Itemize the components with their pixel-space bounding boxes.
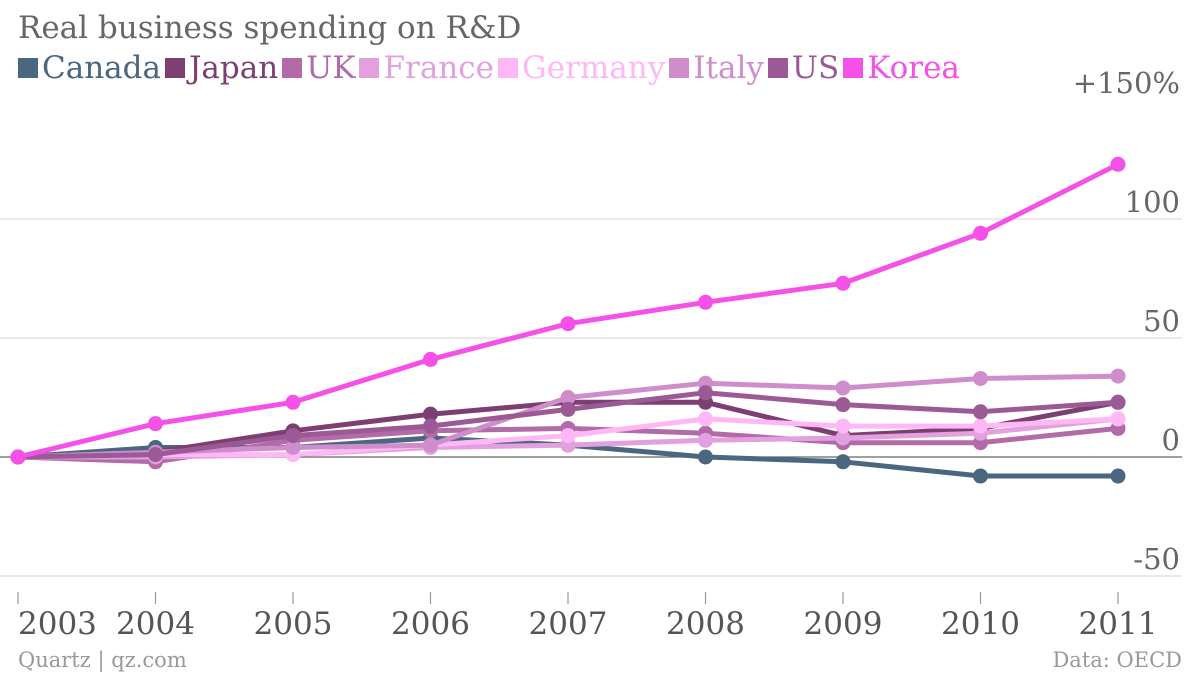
y-tick-label: +150% (1073, 66, 1180, 100)
data-point-us (285, 428, 301, 444)
x-tick-label: 2003 (18, 606, 97, 642)
data-point-italy (423, 437, 438, 453)
data-point-korea (835, 275, 851, 291)
data-point-germany (698, 411, 713, 427)
x-tick-label: 2007 (529, 606, 608, 642)
legend-item-italy: Italy (669, 50, 764, 86)
data-point-korea (698, 294, 713, 310)
legend-label: Japan (188, 50, 279, 86)
y-tick-label: 50 (1143, 304, 1180, 338)
y-tick-label: 100 (1125, 185, 1180, 219)
series-korea (10, 156, 1126, 465)
data-point-germany (560, 428, 576, 444)
source-text: Data: OECD (1052, 648, 1182, 672)
legend: Canada Japan UK France Germany Italy US Korea (18, 50, 964, 86)
data-point-canada (698, 449, 713, 465)
data-point-italy (285, 439, 301, 455)
x-tick-label: 2009 (804, 606, 883, 642)
legend-label: Germany (521, 50, 666, 86)
data-point-italy (1110, 368, 1126, 384)
y-tick-label: -50 (1133, 542, 1180, 576)
data-point-japan (423, 406, 438, 422)
legend-swatch (843, 58, 864, 78)
chart-title: Real business spending on R&D (18, 10, 522, 46)
x-tick-label: 2008 (666, 606, 745, 642)
data-point-canada (1110, 468, 1126, 484)
legend-swatch (164, 58, 185, 78)
data-point-germany (973, 418, 988, 434)
legend-item-canada: Canada (18, 50, 161, 86)
legend-item-korea: Korea (843, 50, 960, 86)
y-tick-label: 0 (1162, 423, 1180, 457)
x-tick-label: 2005 (254, 606, 333, 642)
data-point-canada (973, 468, 988, 484)
data-point-us (835, 397, 851, 413)
data-point-korea (973, 225, 988, 241)
data-point-us (148, 447, 163, 463)
data-point-korea (423, 351, 438, 367)
credit-text: Quartz | qz.com (18, 648, 187, 672)
data-point-korea (148, 416, 163, 432)
x-tick-label: 2006 (391, 606, 470, 642)
data-point-us (560, 401, 576, 417)
data-point-korea (10, 449, 26, 465)
legend-swatch (669, 58, 690, 78)
legend-item-uk: UK (282, 50, 355, 86)
data-point-korea (285, 394, 301, 410)
legend-swatch (282, 58, 303, 78)
series-us (10, 385, 1126, 465)
legend-swatch (497, 58, 518, 78)
data-point-germany (835, 418, 851, 434)
data-point-italy (973, 370, 988, 386)
data-point-germany (1110, 411, 1126, 427)
data-point-us (698, 385, 713, 401)
legend-item-japan: Japan (164, 50, 279, 86)
legend-swatch (767, 58, 788, 78)
legend-label: Italy (693, 50, 764, 86)
data-point-us (423, 418, 438, 434)
legend-item-france: France (359, 50, 494, 86)
x-tick-label: 2010 (941, 606, 1020, 642)
legend-label: US (791, 50, 840, 86)
data-point-us (973, 404, 988, 420)
series-italy (10, 368, 1126, 465)
legend-swatch (18, 58, 38, 78)
data-point-us (1110, 394, 1126, 410)
data-point-italy (560, 390, 576, 405)
legend-label: UK (306, 50, 356, 86)
x-tick-label: 2004 (116, 606, 195, 642)
legend-item-germany: Germany (497, 50, 666, 86)
x-tick-label: 2011 (1079, 606, 1158, 642)
data-point-canada (835, 454, 851, 470)
legend-swatch (359, 58, 380, 78)
data-point-korea (560, 316, 576, 332)
legend-label: France (383, 50, 494, 86)
data-point-korea (1110, 156, 1126, 172)
legend-item-us: US (767, 50, 840, 86)
data-point-france (698, 432, 713, 448)
data-point-france (835, 430, 851, 446)
data-point-italy (835, 380, 851, 396)
legend-label: Canada (42, 50, 161, 86)
legend-label: Korea (867, 50, 960, 86)
